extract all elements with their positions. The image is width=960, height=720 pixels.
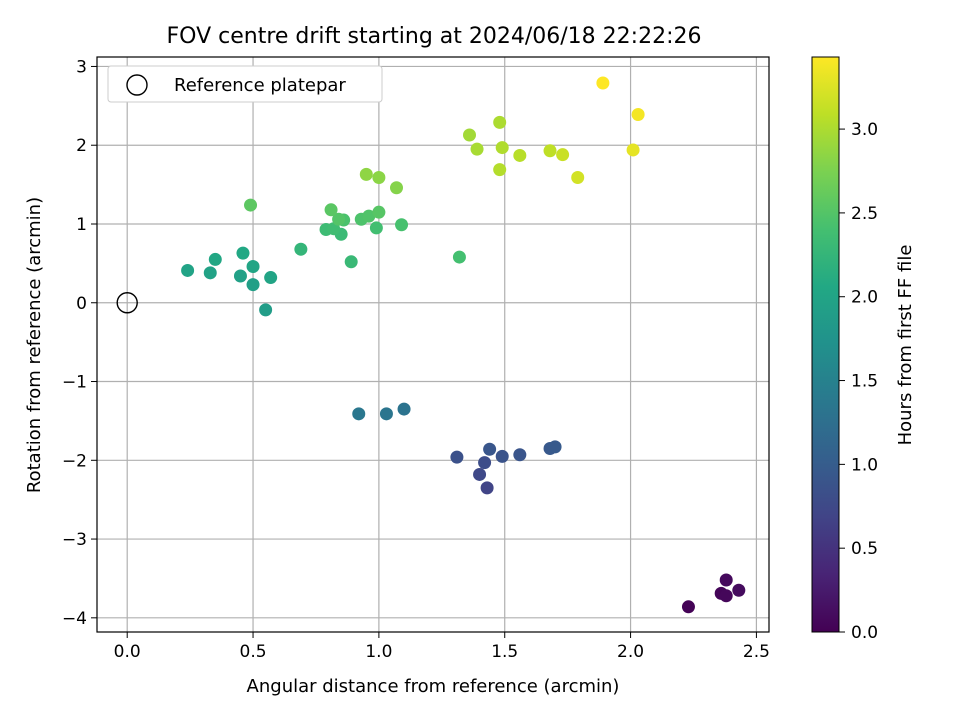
data-point bbox=[543, 144, 557, 158]
data-point bbox=[596, 76, 610, 90]
data-point bbox=[493, 163, 507, 177]
plot-frame bbox=[96, 56, 770, 633]
grid-lines bbox=[97, 57, 769, 632]
data-point bbox=[480, 481, 494, 495]
legend-entry-label: Reference platepar bbox=[174, 75, 346, 96]
x-tick-label: 0.0 bbox=[114, 642, 141, 662]
colorbar-ticks: 0.0 0.5 1.0 1.5 2.0 2.5 3.0 bbox=[839, 120, 878, 643]
data-point bbox=[390, 181, 404, 195]
data-point bbox=[246, 260, 260, 274]
y-tick-label: 0 bbox=[76, 294, 87, 314]
x-tick-label: 1.5 bbox=[491, 642, 518, 662]
y-tick-label: 2 bbox=[76, 136, 87, 156]
y-tick-label: −1 bbox=[62, 373, 87, 393]
y-axis-ticks: −4 −3 −2 −1 0 1 2 3 bbox=[62, 57, 97, 629]
data-point bbox=[344, 255, 358, 269]
chart-title: FOV centre drift starting at 2024/06/18 … bbox=[167, 24, 702, 49]
reference-platepar-marker bbox=[116, 292, 138, 314]
data-point bbox=[362, 209, 376, 223]
colorbar: 0.0 0.5 1.0 1.5 2.0 2.5 3.0 Hours from first F… bbox=[811, 56, 916, 643]
data-point bbox=[719, 573, 733, 587]
data-point bbox=[513, 148, 527, 162]
data-point bbox=[359, 167, 373, 181]
data-point bbox=[450, 450, 464, 464]
legend-box bbox=[107, 65, 383, 103]
data-point bbox=[462, 128, 476, 142]
colorbar-label: Hours from first FF file bbox=[895, 245, 916, 446]
data-point bbox=[294, 242, 308, 256]
y-tick-label: 1 bbox=[76, 215, 87, 235]
colorbar-tick-label: 2.5 bbox=[851, 204, 878, 224]
colorbar-tick-label: 1.0 bbox=[851, 455, 878, 475]
data-point bbox=[478, 456, 492, 470]
data-point bbox=[626, 143, 640, 157]
x-axis-label: Angular distance from reference (arcmin) bbox=[247, 676, 620, 697]
colorbar-tick-label: 1.5 bbox=[851, 372, 878, 392]
data-point bbox=[379, 407, 393, 421]
y-tick-label: −2 bbox=[62, 451, 87, 471]
reference-marker-group bbox=[116, 292, 138, 314]
x-tick-label: 0.5 bbox=[240, 642, 267, 662]
data-point bbox=[395, 218, 409, 232]
data-point bbox=[352, 407, 366, 421]
legend: Reference platepar bbox=[107, 65, 383, 103]
data-point bbox=[556, 148, 570, 162]
data-point bbox=[732, 583, 746, 597]
data-point bbox=[236, 246, 250, 260]
colorbar-tick-label: 0.0 bbox=[851, 623, 878, 643]
data-point bbox=[264, 271, 278, 285]
data-point bbox=[233, 269, 247, 283]
y-axis-label: Rotation from reference (arcmin) bbox=[24, 197, 45, 493]
colorbar-tick-label: 0.5 bbox=[851, 539, 878, 559]
data-point bbox=[483, 442, 497, 456]
x-axis-ticks: 0.0 0.5 1.0 1.5 2.0 2.5 bbox=[114, 632, 770, 662]
colorbar-tick-label: 2.0 bbox=[851, 288, 878, 308]
data-point bbox=[372, 171, 386, 185]
data-point bbox=[470, 142, 484, 156]
y-tick-label: −3 bbox=[62, 530, 87, 550]
data-point bbox=[397, 402, 411, 416]
data-point bbox=[203, 266, 217, 280]
data-point bbox=[246, 278, 260, 292]
x-tick-label: 1.0 bbox=[365, 642, 392, 662]
colorbar-tick-label: 3.0 bbox=[851, 120, 878, 140]
data-point bbox=[719, 589, 733, 603]
data-point bbox=[324, 203, 338, 217]
y-tick-label: 3 bbox=[76, 57, 87, 77]
data-point bbox=[548, 440, 562, 454]
colorbar-gradient bbox=[811, 56, 840, 633]
data-point bbox=[513, 448, 527, 462]
data-point bbox=[495, 141, 509, 155]
data-points bbox=[181, 76, 746, 614]
data-point bbox=[208, 252, 222, 266]
x-tick-label: 2.5 bbox=[743, 642, 770, 662]
data-point bbox=[452, 250, 466, 264]
data-point bbox=[493, 115, 507, 129]
data-point bbox=[244, 198, 258, 212]
data-point bbox=[681, 600, 695, 614]
data-point bbox=[259, 303, 273, 317]
x-tick-label: 2.0 bbox=[617, 642, 644, 662]
legend-marker-reference bbox=[126, 74, 148, 96]
data-point bbox=[631, 108, 645, 121]
data-point bbox=[332, 212, 346, 226]
data-point bbox=[369, 221, 383, 235]
y-tick-label: −4 bbox=[62, 609, 87, 629]
data-point bbox=[473, 467, 487, 481]
data-point bbox=[181, 263, 195, 277]
data-point bbox=[571, 171, 585, 185]
data-point bbox=[495, 449, 509, 463]
data-point bbox=[372, 205, 386, 219]
